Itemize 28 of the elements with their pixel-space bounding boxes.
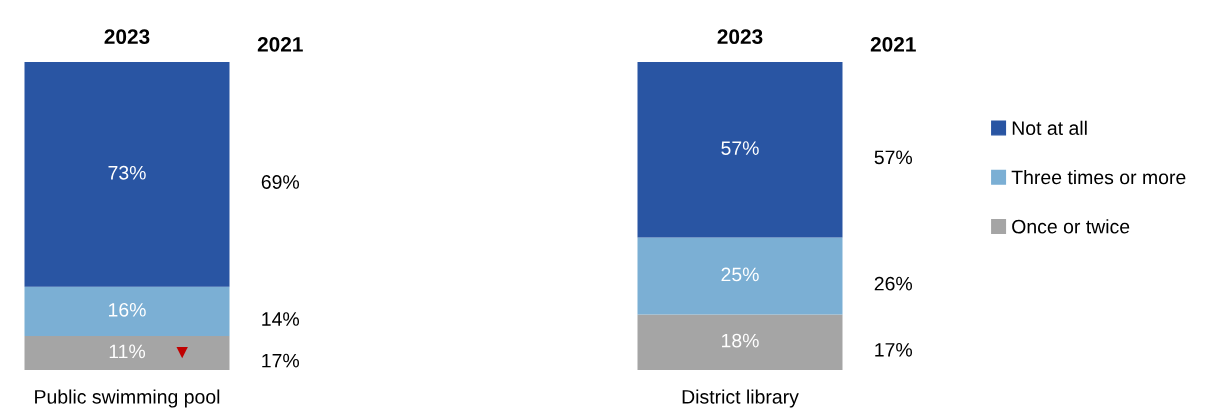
bar (637, 237, 843, 315)
x-tick-label: Public swimming pool (35, 389, 220, 408)
annotation: 57% (874, 150, 913, 165)
data-label: 73% (108, 165, 146, 180)
annotation: 17% (262, 353, 300, 368)
annotation: 17% (875, 343, 913, 357)
bar (24, 286, 230, 337)
data-label: 57% (721, 141, 759, 155)
annotation: 26% (874, 276, 913, 291)
data-label: 11% (109, 344, 146, 359)
legend-label: Not at all (1012, 120, 1087, 136)
text: 2023 (717, 29, 763, 45)
text: 2023 (104, 29, 150, 45)
text: 2021 (870, 36, 916, 52)
annotation: ▼ (176, 346, 188, 359)
annotation: 14% (262, 312, 300, 326)
x-tick-label: District library (682, 389, 799, 408)
data-label: 25% (721, 267, 759, 282)
bar (24, 336, 230, 370)
annotation: 69% (261, 175, 300, 189)
bar (24, 62, 230, 287)
bar (637, 62, 843, 238)
legend-label: Once or twice (1012, 219, 1130, 234)
bar (637, 314, 843, 370)
data-label: 18% (722, 333, 759, 348)
data-label: 16% (109, 302, 146, 317)
text: 2021 (257, 36, 303, 52)
legend-label: Three times or more (1011, 169, 1186, 185)
